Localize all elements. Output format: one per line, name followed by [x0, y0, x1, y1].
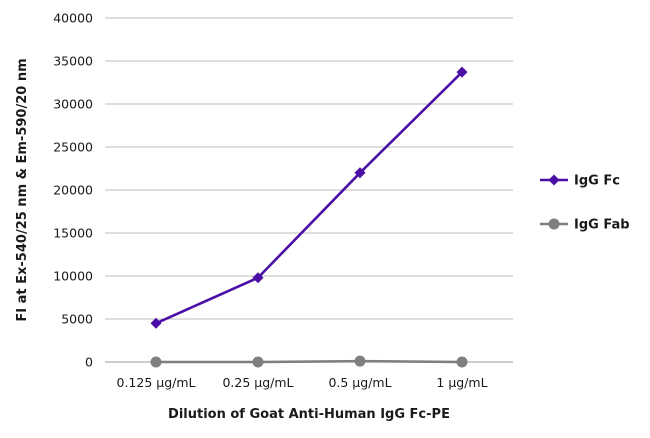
data-point — [354, 167, 366, 179]
legend-item: IgG Fab — [540, 218, 630, 233]
gridlines — [105, 17, 513, 320]
series-line — [156, 359, 463, 364]
data-point — [150, 317, 162, 329]
data-point — [456, 66, 468, 78]
y-axis-ticks: 0 5000 10000 15000 20000 25000 30000 35000 40000 — [53, 11, 93, 370]
y-tick-label: 0 — [85, 355, 93, 370]
data-point — [456, 356, 468, 368]
legend-label: IgG Fab — [574, 218, 630, 233]
data-point — [252, 356, 264, 368]
series-igg-fc — [150, 66, 468, 329]
y-tick-label: 40000 — [53, 11, 93, 26]
legend-marker — [548, 174, 560, 186]
data-point — [354, 355, 366, 367]
legend: IgG Fc IgG Fab — [540, 174, 630, 233]
y-tick-label: 35000 — [53, 54, 93, 69]
legend-marker — [548, 218, 560, 230]
legend-label: IgG Fc — [574, 174, 620, 189]
x-tick-label: 0.5 µg/mL — [328, 375, 391, 390]
x-tick-label: 0.25 µg/mL — [222, 375, 293, 390]
y-tick-label: 5000 — [61, 312, 93, 327]
x-tick-label: 0.125 µg/mL — [117, 375, 196, 390]
y-tick-label: 30000 — [53, 97, 93, 112]
series-group — [150, 66, 468, 368]
x-tick-label: 1 µg/mL — [436, 375, 487, 390]
y-tick-label: 25000 — [53, 140, 93, 155]
series-line — [155, 71, 463, 325]
series-igg-fab — [150, 355, 468, 368]
y-tick-label: 10000 — [53, 269, 93, 284]
x-axis-ticks: 0.125 µg/mL 0.25 µg/mL 0.5 µg/mL 1 µg/mL — [117, 375, 488, 390]
x-axis-title: Dilution of Goat Anti-Human IgG Fc-PE — [168, 407, 450, 422]
y-tick-label: 20000 — [53, 183, 93, 198]
y-tick-label: 15000 — [53, 226, 93, 241]
data-point — [252, 272, 264, 284]
data-point — [150, 356, 162, 368]
y-axis-title: FI at Ex-540/25 nm & Em-590/20 nm — [15, 58, 30, 321]
legend-item: IgG Fc — [540, 174, 620, 189]
